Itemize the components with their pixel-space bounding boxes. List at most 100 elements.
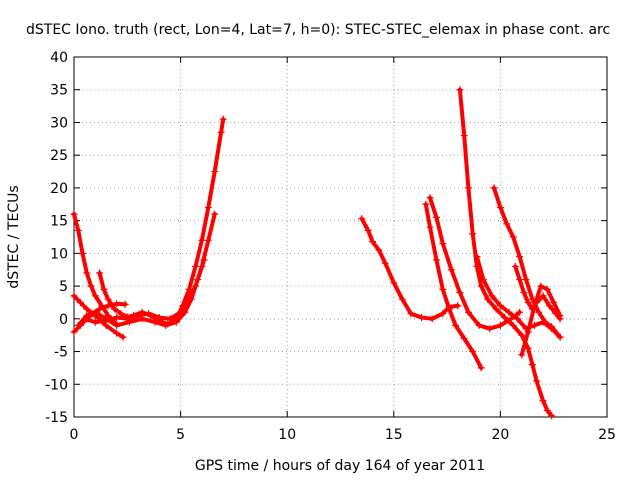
- data-point: [548, 323, 556, 331]
- data-point: [426, 223, 434, 231]
- data-point: [181, 308, 189, 316]
- data-point: [113, 329, 121, 337]
- arc-series: [426, 194, 524, 333]
- arc-series: [96, 115, 227, 328]
- data-point: [111, 305, 119, 313]
- data-point: [194, 276, 202, 284]
- x-tick-label: 0: [70, 427, 79, 443]
- arc-series: [74, 256, 208, 329]
- data-point: [204, 236, 212, 244]
- data-point: [524, 344, 532, 352]
- data-point: [83, 305, 91, 313]
- x-tick-label: 20: [491, 427, 509, 443]
- data-point: [187, 295, 195, 303]
- data-point: [198, 236, 206, 244]
- data-point: [528, 361, 536, 369]
- data-point: [200, 256, 208, 264]
- arc-series: [358, 215, 462, 323]
- data-point: [516, 276, 524, 284]
- arc-series: [518, 282, 564, 359]
- data-point: [531, 302, 539, 310]
- x-axis-ticks: 0 5 10 15 20 25: [70, 57, 616, 443]
- data-point: [486, 325, 494, 333]
- data-point: [543, 285, 551, 293]
- data-point: [531, 321, 539, 329]
- data-point: [119, 333, 127, 341]
- data-point: [477, 364, 485, 372]
- data-point: [516, 308, 524, 316]
- data-point: [539, 397, 547, 405]
- data-point: [460, 132, 468, 140]
- data-point: [381, 259, 389, 267]
- data-point: [390, 279, 398, 287]
- data-point: [70, 292, 78, 300]
- y-tick-label: 20: [50, 181, 68, 197]
- data-point: [545, 302, 553, 310]
- data-point: [426, 194, 434, 202]
- data-point: [473, 253, 481, 261]
- data-point: [469, 348, 477, 356]
- data-point: [70, 328, 78, 336]
- data-point: [503, 220, 511, 228]
- y-tick-label: 10: [50, 246, 68, 262]
- data-point: [511, 262, 519, 270]
- data-point: [535, 308, 543, 316]
- data-point: [496, 321, 504, 329]
- data-point: [484, 295, 492, 303]
- y-tick-label: 5: [59, 279, 68, 295]
- data-point: [219, 115, 227, 123]
- y-tick-label: 40: [50, 50, 68, 66]
- data-point: [445, 305, 453, 313]
- data-point: [102, 315, 110, 323]
- data-point: [496, 204, 504, 212]
- arc-trace: [76, 257, 207, 328]
- data-point: [211, 210, 219, 218]
- data-point: [398, 295, 406, 303]
- arc-trace: [359, 216, 460, 321]
- data-point: [96, 269, 104, 277]
- data-point: [113, 300, 121, 308]
- data-point: [501, 314, 509, 322]
- data-point: [96, 305, 104, 313]
- data-point: [74, 321, 82, 329]
- data-point: [464, 184, 472, 192]
- data-point: [76, 298, 84, 306]
- data-point: [452, 321, 460, 329]
- data-point: [83, 269, 91, 277]
- data-point: [162, 321, 170, 329]
- data-point: [548, 412, 556, 420]
- data-point: [550, 298, 558, 306]
- data-point: [522, 276, 530, 284]
- data-point: [490, 184, 498, 192]
- y-tick-label: -10: [45, 377, 68, 393]
- data-point: [518, 331, 526, 339]
- data-point: [211, 168, 219, 176]
- y-tick-label: 0: [59, 312, 68, 328]
- data-point: [469, 230, 477, 238]
- data-point: [479, 276, 487, 284]
- x-tick-label: 5: [176, 427, 185, 443]
- data-point: [518, 351, 526, 359]
- data-point: [509, 321, 517, 329]
- data-point: [496, 302, 504, 310]
- arc-series: [422, 200, 485, 372]
- y-tick-label: 25: [50, 148, 68, 164]
- data-point: [91, 308, 99, 316]
- y-tick-label: 30: [50, 115, 68, 131]
- data-point: [432, 256, 440, 264]
- data-point: [439, 240, 447, 248]
- data-point: [358, 215, 366, 223]
- plot-frame: [73, 56, 608, 418]
- data-point: [516, 253, 524, 261]
- data-point: [464, 308, 472, 316]
- data-point: [432, 213, 440, 221]
- data-point: [368, 238, 376, 246]
- data-point: [439, 310, 447, 318]
- data-point: [70, 210, 78, 218]
- data-point: [505, 308, 513, 316]
- data-point: [460, 334, 468, 342]
- y-tick-label: -5: [54, 345, 68, 361]
- data-point: [91, 292, 99, 300]
- data-point: [422, 200, 430, 208]
